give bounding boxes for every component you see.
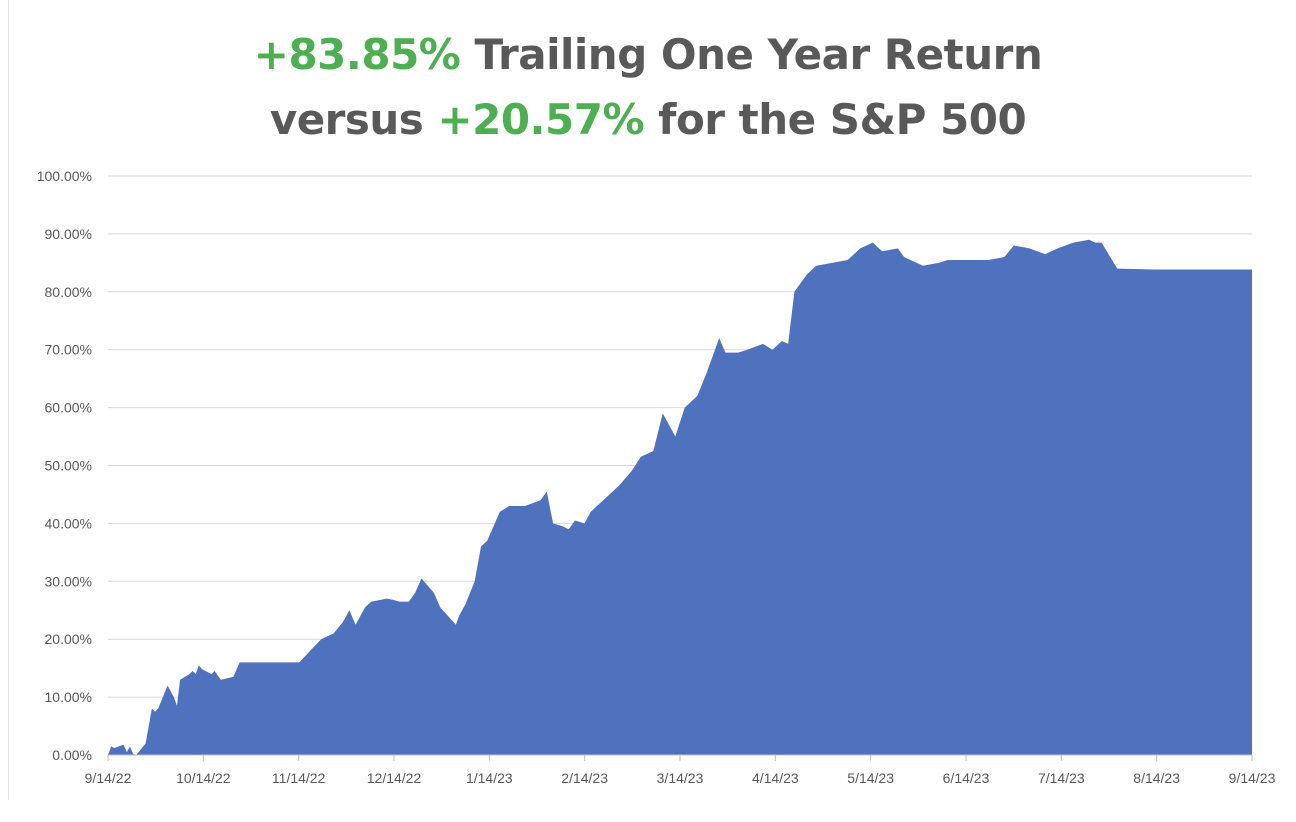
return-area (108, 239, 1252, 755)
x-tick-label: 4/14/23 (752, 770, 799, 786)
left-edge-divider (8, 0, 9, 800)
y-axis-tick-labels: 0.00% 10.00% 20.00% 30.00% 40.00% 50.00% 60.00… (37, 168, 92, 763)
y-tick-label: 70.00% (45, 342, 92, 358)
title-line-2-text: for the S&P 500 (644, 95, 1027, 144)
x-tick-label: 9/14/23 (1229, 770, 1276, 786)
y-tick-label: 10.00% (45, 689, 92, 705)
axes (107, 754, 1253, 761)
x-tick-label: 10/14/22 (176, 770, 231, 786)
title-line-2-start: versus (269, 95, 438, 144)
chart-title-line-2: versus +20.57% for the S&P 500 (0, 95, 1296, 144)
chart-title-line-1: +83.85% Trailing One Year Return (0, 30, 1296, 79)
y-tick-label: 30.00% (45, 573, 92, 589)
x-tick-label: 6/14/23 (943, 770, 990, 786)
area-series (108, 239, 1252, 755)
x-tick-label: 11/14/22 (272, 770, 326, 786)
sp500-return-highlight: +20.57% (437, 95, 645, 144)
x-tick-label: 12/14/22 (367, 770, 422, 786)
y-tick-label: 100.00% (37, 168, 92, 184)
y-tick-label: 0.00% (52, 747, 92, 763)
y-tick-label: 20.00% (45, 631, 92, 647)
title-line-1-text: Trailing One Year Return (460, 30, 1043, 79)
x-axis-tick-labels: 9/14/22 10/14/22 11/14/22 12/14/22 1/14/23 2/… (85, 770, 1276, 786)
y-tick-label: 80.00% (45, 284, 92, 300)
x-tick-label: 8/14/23 (1133, 770, 1180, 786)
portfolio-return-highlight: +83.85% (253, 30, 461, 79)
x-tick-label: 5/14/23 (847, 770, 894, 786)
x-tick-label: 3/14/23 (657, 770, 704, 786)
x-tick-label: 7/14/23 (1038, 770, 1085, 786)
y-tick-label: 40.00% (45, 515, 92, 531)
x-tick-label: 2/14/23 (561, 770, 608, 786)
x-tick-label: 1/14/23 (466, 770, 513, 786)
y-tick-label: 60.00% (45, 400, 92, 416)
y-tick-label: 90.00% (45, 226, 92, 242)
y-tick-label: 50.00% (45, 458, 92, 474)
x-tick-label: 9/14/22 (85, 770, 132, 786)
